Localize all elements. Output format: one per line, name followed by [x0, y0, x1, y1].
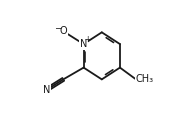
- Text: CH₃: CH₃: [136, 74, 154, 84]
- Text: N: N: [43, 85, 50, 95]
- Text: O: O: [59, 26, 67, 36]
- Text: −: −: [54, 23, 61, 32]
- Text: N: N: [80, 39, 87, 49]
- Text: +: +: [85, 35, 91, 44]
